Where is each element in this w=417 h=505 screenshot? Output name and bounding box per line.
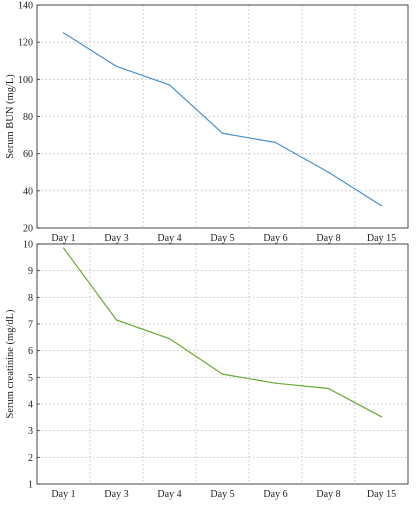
plot-frame — [36, 243, 409, 485]
series-line-1 — [63, 32, 382, 207]
y-tick-label: 40 — [23, 186, 33, 197]
x-tick-label: Day 6 — [263, 233, 287, 244]
y-tick-label: 10 — [23, 240, 33, 251]
x-tick-label: Day 3 — [104, 489, 128, 500]
y-tick-label: 140 — [18, 1, 33, 12]
chart-panel-1: 20 40 60 80 100 120 140 Day 1 Day 3 Day 4 Day 5 Day… — [5, 1, 409, 244]
data-point — [168, 338, 171, 340]
y-tick-label: 60 — [23, 149, 33, 160]
y-axis-title: Serum BUN (mg/L) — [5, 74, 16, 159]
series-line-1 — [63, 247, 382, 418]
y-tick-label: 100 — [18, 75, 33, 86]
x-tick-label: Day 6 — [263, 489, 287, 500]
chart-panel-2: 1 2 3 4 5 6 7 8 9 10 Day 1 Day 3 Day 4 Day 5 Day 6 Day … — [5, 240, 409, 500]
x-tick-label: Day 15 — [367, 489, 396, 500]
x-tick-label: Day 8 — [316, 233, 340, 244]
data-point — [115, 65, 118, 67]
data-point — [327, 171, 330, 173]
y-tick-label: 4 — [28, 400, 33, 411]
data-point — [380, 416, 383, 418]
x-tick-label: Day 4 — [157, 233, 181, 244]
x-tick-label: Day 15 — [367, 233, 396, 244]
x-tick-label: Day 3 — [104, 233, 128, 244]
y-tick-label: 2 — [28, 453, 33, 464]
x-tick-label: Day 8 — [316, 489, 340, 500]
y-tick-label: 5 — [28, 373, 33, 384]
x-tick-label: Day 4 — [157, 489, 181, 500]
data-point — [115, 319, 118, 321]
data-point — [274, 141, 277, 144]
data-point — [168, 84, 171, 86]
data-point — [327, 387, 330, 390]
y-tick-label: 120 — [18, 38, 33, 49]
data-point — [274, 382, 277, 384]
y-tick-label: 6 — [28, 346, 33, 357]
y-tick-label: 3 — [28, 426, 33, 437]
y-tick-label: 9 — [28, 266, 33, 277]
y-tick-label: 20 — [23, 224, 33, 235]
data-point — [221, 132, 224, 134]
y-tick-label: 1 — [28, 480, 33, 491]
x-tick-label: Day 1 — [51, 489, 75, 500]
x-tick-label: Day 5 — [210, 233, 234, 244]
data-point — [380, 205, 383, 207]
y-tick-label: 8 — [28, 293, 33, 304]
data-point — [221, 373, 224, 375]
data-point — [62, 247, 65, 249]
y-axis-title: Serum creatinine (mg/dL) — [5, 309, 16, 419]
x-tick-label: Day 5 — [210, 489, 234, 500]
x-tick-label: Day 1 — [51, 233, 75, 244]
y-tick-label: 7 — [28, 320, 33, 331]
data-point — [62, 32, 65, 34]
y-tick-label: 80 — [23, 112, 33, 123]
